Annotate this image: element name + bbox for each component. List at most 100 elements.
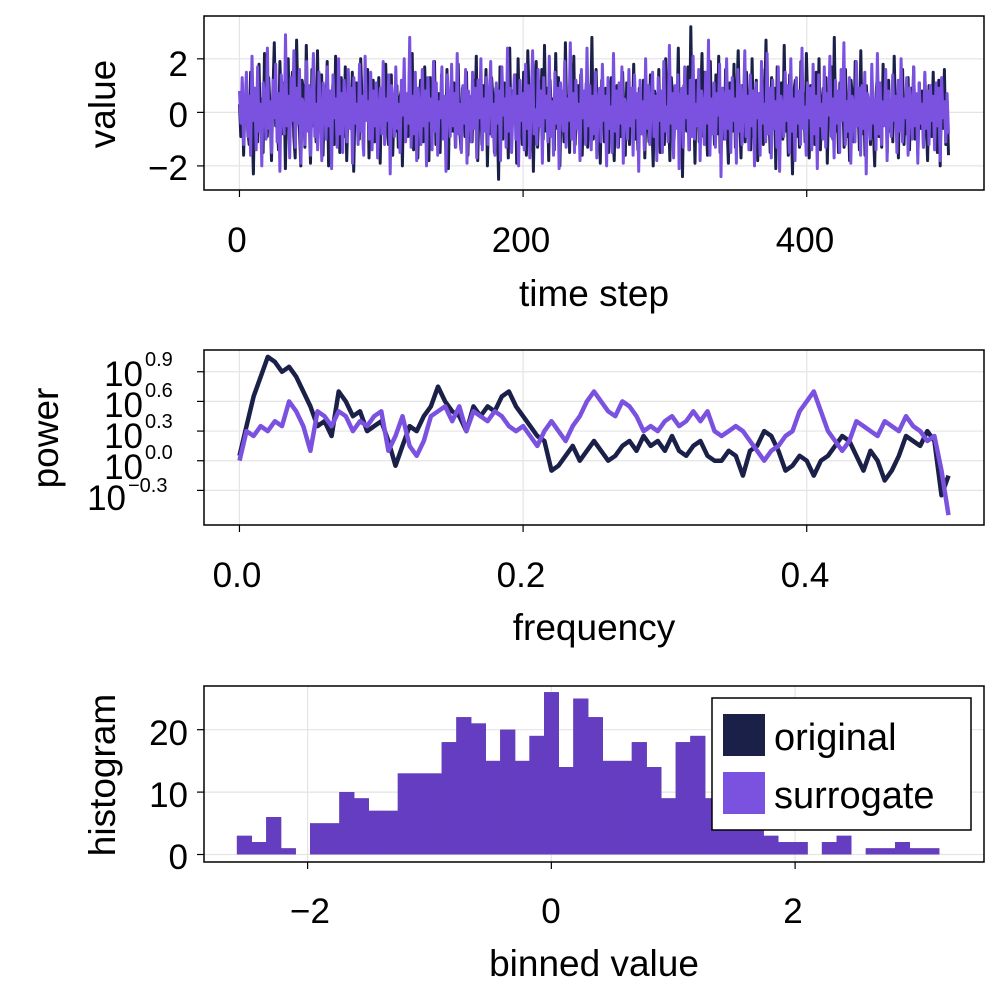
histogram-bar-surrogate	[412, 773, 428, 855]
legend-label-surrogate: surrogate	[774, 775, 935, 817]
series-line-surrogate	[237, 389, 951, 516]
histogram-bar-surrogate	[310, 823, 325, 855]
series-line-original	[237, 354, 951, 498]
spectrum-panel: 10 0.9 10 0.6 10 0.3 10 0.0 10 −0.3 0.0 …	[25, 349, 985, 648]
histogram-bar-surrogate	[236, 835, 252, 855]
ts-ytick-label: −2	[148, 149, 188, 188]
ps-ytick-exponent: 0.9	[145, 349, 173, 371]
h-ytick-label: 20	[149, 714, 188, 753]
histogram-bar-surrogate	[617, 760, 633, 855]
h-ytick-label: 0	[169, 838, 188, 877]
legend-swatch-original	[723, 714, 765, 756]
h-xtick-label: 2	[783, 892, 802, 931]
histogram-bar-surrogate	[251, 842, 267, 855]
timeseries-panel: 2 0 −2 0 200 400 time step value	[82, 15, 985, 314]
legend-label-original: original	[774, 717, 897, 759]
h-ylabel: histogram	[82, 694, 123, 856]
histogram-bar-surrogate	[880, 848, 896, 855]
spectrum-ytick-labels: 10 0.9 10 0.6 10 0.3 10 0.0 10 −0.3	[87, 349, 173, 518]
histogram-bar-surrogate	[514, 760, 530, 855]
histogram-bar-surrogate	[280, 848, 296, 855]
histogram-bar-surrogate	[383, 810, 399, 855]
histogram-bar-surrogate	[602, 760, 618, 855]
histogram-bar-surrogate	[778, 842, 793, 855]
histogram-ticks	[197, 729, 796, 869]
ps-ytick-exponent: 0.0	[145, 442, 173, 464]
histogram-bar-surrogate	[675, 742, 691, 855]
timeseries-ticks	[197, 58, 808, 197]
timeseries-frame	[203, 15, 985, 191]
ps-ytick-base: 10	[87, 479, 126, 518]
h-xtick-label: −2	[290, 892, 330, 931]
ps-xtick-label: 0.4	[781, 556, 830, 595]
ts-xtick-label: 200	[492, 221, 550, 260]
timeseries-xtick-labels: 0 200 400	[227, 221, 834, 260]
histogram-bar-surrogate	[836, 835, 852, 855]
histogram-bar-surrogate	[587, 717, 603, 855]
histogram-bar-surrogate	[895, 842, 910, 855]
histogram-bar-surrogate	[661, 798, 676, 855]
histogram-bars	[236, 692, 940, 855]
ps-ytick-base: 10	[104, 355, 143, 394]
histogram-bar-surrogate	[470, 723, 486, 855]
ts-ylabel: value	[82, 60, 123, 148]
histogram-bar-surrogate	[441, 742, 457, 855]
ps-ytick-exponent: −0.3	[128, 475, 167, 497]
ts-ytick-label: 0	[169, 96, 188, 135]
histogram-bar-surrogate	[748, 823, 764, 855]
legend: original surrogate	[711, 697, 972, 831]
spectrum-lines	[237, 354, 951, 516]
timeseries-ytick-labels: 2 0 −2	[148, 45, 188, 188]
spectrum-frame	[203, 349, 985, 526]
ps-ytick-exponent: 0.3	[145, 411, 173, 433]
histogram-bar-surrogate	[339, 792, 355, 855]
histogram-bar-surrogate	[353, 798, 369, 855]
legend-swatch-surrogate	[723, 772, 765, 814]
histogram-bar-surrogate	[368, 810, 384, 855]
histogram-bar-surrogate	[266, 817, 282, 855]
histogram-bar-surrogate	[924, 848, 940, 855]
ps-ytick-base: 10	[104, 386, 143, 425]
spectrum-xtick-labels: 0.0 0.2 0.4	[213, 556, 830, 595]
histogram-panel: 20 10 0 −2 0 2 binned value histogram or…	[82, 685, 985, 984]
h-ytick-label: 10	[149, 776, 188, 815]
spectrum-ticks	[197, 371, 808, 532]
histogram-bar-surrogate	[324, 823, 340, 855]
histogram-bar-surrogate	[558, 767, 574, 855]
ps-xlabel: frequency	[513, 607, 676, 648]
series-line-surrogate	[238, 33, 950, 179]
ps-ytick-exponent: 0.6	[145, 380, 173, 402]
histogram-bar-surrogate	[690, 735, 706, 855]
histogram-bar-surrogate	[397, 773, 413, 855]
histogram-bar-surrogate	[485, 760, 501, 855]
histogram-bar-surrogate	[821, 842, 837, 855]
histogram-bar-surrogate	[500, 729, 516, 855]
histogram-bar-surrogate	[865, 848, 881, 855]
ps-ytick-base: 10	[104, 448, 143, 487]
histogram-bar-surrogate	[909, 848, 925, 855]
histogram-bar-surrogate	[763, 835, 779, 855]
histogram-frame	[203, 685, 985, 863]
histogram-bar-surrogate	[529, 735, 545, 855]
histogram-ytick-labels: 20 10 0	[149, 714, 188, 877]
ts-xtick-label: 400	[776, 221, 834, 260]
histogram-bar-surrogate	[646, 767, 662, 855]
ps-ytick-base: 10	[104, 417, 143, 456]
ps-ylabel: power	[25, 388, 66, 489]
ps-xtick-label: 0.0	[213, 556, 262, 595]
histogram-bar-surrogate	[427, 773, 442, 855]
ts-ytick-label: 2	[169, 45, 188, 84]
ts-xtick-label: 0	[227, 221, 246, 260]
ts-xlabel: time step	[519, 273, 669, 314]
histogram-bar-surrogate	[573, 698, 589, 855]
histogram-xtick-labels: −2 0 2	[290, 892, 803, 931]
histogram-bar-surrogate	[631, 742, 647, 855]
timeseries-lines	[238, 25, 950, 181]
h-xtick-label: 0	[541, 892, 560, 931]
h-xlabel: binned value	[489, 943, 699, 984]
histogram-bar-surrogate	[792, 842, 808, 855]
ps-xtick-label: 0.2	[497, 556, 546, 595]
spectrum-gridlines	[204, 350, 984, 525]
histogram-bar-surrogate	[456, 717, 472, 855]
